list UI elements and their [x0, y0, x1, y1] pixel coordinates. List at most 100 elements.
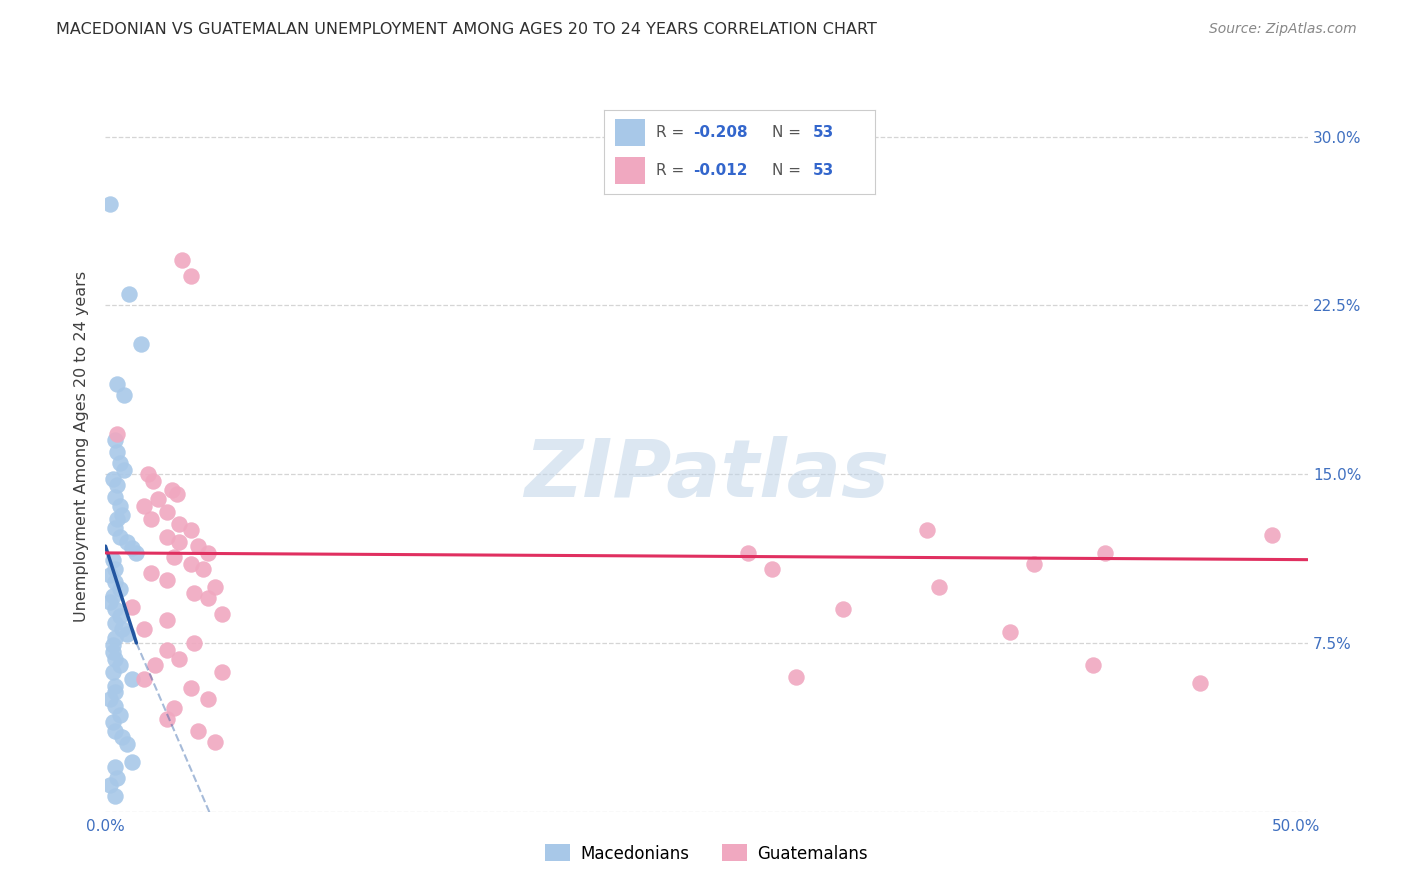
- Point: [163, 550, 186, 565]
- Point: [104, 651, 127, 665]
- Point: [761, 562, 783, 576]
- Point: [115, 627, 138, 641]
- Point: [108, 582, 131, 596]
- Point: [132, 499, 155, 513]
- Point: [111, 508, 134, 522]
- Point: [101, 552, 124, 566]
- Point: [121, 672, 143, 686]
- Point: [145, 658, 167, 673]
- Bar: [616, 157, 645, 184]
- Text: R =: R =: [655, 162, 689, 178]
- Point: [928, 580, 950, 594]
- Point: [108, 708, 131, 723]
- Point: [1022, 557, 1045, 571]
- Text: 53: 53: [813, 125, 834, 140]
- Point: [121, 755, 143, 769]
- Text: N =: N =: [772, 125, 806, 140]
- Point: [142, 474, 165, 488]
- Point: [104, 521, 127, 535]
- Point: [146, 491, 169, 506]
- Point: [108, 530, 131, 544]
- Point: [1189, 676, 1212, 690]
- Point: [167, 534, 190, 549]
- Point: [180, 557, 202, 571]
- Point: [211, 607, 233, 621]
- Point: [104, 632, 127, 646]
- Point: [98, 595, 121, 609]
- Point: [101, 665, 124, 680]
- Point: [105, 426, 128, 441]
- Point: [998, 624, 1021, 639]
- Point: [104, 685, 127, 699]
- Point: [156, 505, 179, 519]
- Point: [204, 580, 226, 594]
- Point: [125, 546, 148, 560]
- Point: [737, 546, 759, 560]
- Point: [108, 658, 131, 673]
- Point: [139, 566, 162, 581]
- Point: [187, 539, 209, 553]
- Point: [101, 714, 124, 729]
- Point: [105, 377, 128, 392]
- Point: [101, 589, 124, 603]
- Point: [98, 778, 121, 792]
- Point: [180, 524, 202, 538]
- Text: MACEDONIAN VS GUATEMALAN UNEMPLOYMENT AMONG AGES 20 TO 24 YEARS CORRELATION CHAR: MACEDONIAN VS GUATEMALAN UNEMPLOYMENT AM…: [56, 22, 877, 37]
- Point: [170, 253, 193, 268]
- Point: [1261, 528, 1284, 542]
- Point: [129, 336, 152, 351]
- Point: [156, 713, 179, 727]
- Point: [104, 575, 127, 590]
- Y-axis label: Unemployment Among Ages 20 to 24 years: Unemployment Among Ages 20 to 24 years: [75, 270, 90, 622]
- Text: R =: R =: [655, 125, 689, 140]
- Point: [211, 665, 233, 680]
- Text: -0.208: -0.208: [693, 125, 748, 140]
- Point: [156, 642, 179, 657]
- Point: [136, 467, 159, 482]
- Point: [114, 388, 136, 402]
- Point: [104, 615, 127, 630]
- Point: [104, 760, 127, 774]
- Point: [111, 731, 134, 745]
- Point: [191, 562, 214, 576]
- Point: [156, 530, 179, 544]
- Point: [163, 701, 186, 715]
- Point: [156, 573, 179, 587]
- Point: [101, 645, 124, 659]
- Text: Source: ZipAtlas.com: Source: ZipAtlas.com: [1209, 22, 1357, 37]
- Point: [98, 568, 121, 582]
- Point: [160, 483, 183, 497]
- Point: [167, 516, 190, 531]
- Text: 53: 53: [813, 162, 834, 178]
- Point: [1083, 658, 1105, 673]
- Point: [132, 672, 155, 686]
- Point: [197, 692, 219, 706]
- Point: [915, 524, 938, 538]
- Point: [1094, 546, 1116, 560]
- Point: [121, 541, 143, 556]
- Point: [197, 591, 219, 605]
- Point: [180, 681, 202, 695]
- Point: [187, 723, 209, 738]
- Legend: Macedonians, Guatemalans: Macedonians, Guatemalans: [538, 838, 875, 869]
- Point: [108, 608, 131, 623]
- Point: [104, 602, 127, 616]
- Point: [105, 444, 128, 458]
- Point: [204, 735, 226, 749]
- Point: [121, 599, 143, 614]
- Point: [183, 586, 205, 600]
- Text: N =: N =: [772, 162, 806, 178]
- Point: [104, 789, 127, 803]
- Point: [104, 490, 127, 504]
- Bar: [616, 119, 645, 145]
- Point: [166, 487, 188, 501]
- Point: [108, 456, 131, 470]
- Text: -0.012: -0.012: [693, 162, 748, 178]
- Point: [104, 679, 127, 693]
- Point: [105, 512, 128, 526]
- Point: [115, 534, 138, 549]
- Text: ZIPatlas: ZIPatlas: [524, 436, 889, 515]
- Point: [104, 698, 127, 713]
- Point: [114, 462, 136, 476]
- Point: [115, 737, 138, 751]
